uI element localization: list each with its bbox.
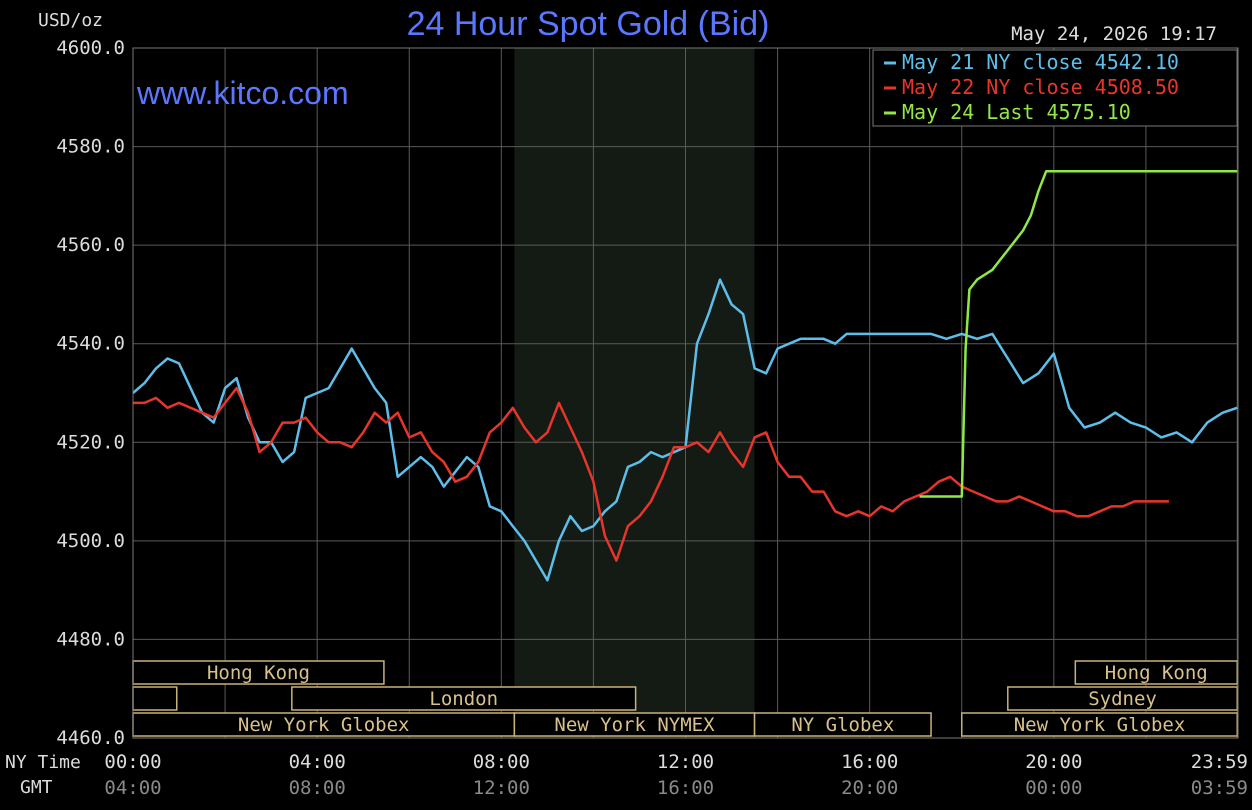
legend: May 21 NY close 4542.10 May 22 NY close … bbox=[872, 49, 1238, 127]
x-tick-label-gmt: 20:00 bbox=[841, 777, 898, 799]
session-bar bbox=[1074, 660, 1238, 685]
y-axis-unit-label: USD/oz bbox=[38, 10, 103, 31]
x-tick-label-gmt: 12:00 bbox=[473, 777, 530, 799]
x-tick-label-gmt: 00:00 bbox=[1025, 777, 1082, 799]
timestamp: May 24, 2026 19:17 bbox=[1011, 23, 1217, 45]
session-bar bbox=[961, 712, 1238, 737]
x-tick-label-ny: 16:00 bbox=[841, 751, 898, 773]
session-bars: Hong Kong London New York Globex New York N… bbox=[132, 660, 1238, 737]
session-label: Sydney bbox=[1088, 688, 1157, 710]
x-tick-label-ny: 20:00 bbox=[1025, 751, 1082, 773]
x-tick-label-gmt: 04:00 bbox=[104, 777, 161, 799]
session-bar bbox=[1007, 686, 1238, 711]
session-bar bbox=[753, 712, 932, 737]
session-label: Hong Kong bbox=[1105, 662, 1208, 684]
session-bar bbox=[132, 686, 178, 711]
plot-border bbox=[132, 47, 1239, 739]
y-tick-label: 4580.0 bbox=[56, 136, 125, 158]
x-tick-label-ny: 04:00 bbox=[289, 751, 346, 773]
x-row-label-gmt: GMT bbox=[20, 777, 53, 798]
session-bar bbox=[291, 686, 637, 711]
y-tick-label: 4560.0 bbox=[56, 234, 125, 256]
x-tick-labels: 00:00 04:00 04:00 08:00 08:00 12:00 12:00 16:00… bbox=[104, 751, 1248, 799]
legend-entry-0: May 21 NY close 4542.10 bbox=[902, 50, 1179, 74]
y-tick-label: 4600.0 bbox=[56, 37, 125, 59]
legend-box bbox=[872, 49, 1238, 127]
session-label: NY Globex bbox=[791, 714, 894, 736]
session-label: Hong Kong bbox=[207, 662, 310, 684]
series-line-0 bbox=[132, 278, 1238, 582]
x-tick-label-ny: 23:59 bbox=[1191, 751, 1248, 773]
y-tick-label: 4480.0 bbox=[56, 628, 125, 650]
session-label: New York NYMEX bbox=[554, 714, 715, 736]
x-tick-label-ny: 00:00 bbox=[104, 751, 161, 773]
session-label: New York Globex bbox=[238, 714, 410, 736]
session-label: New York Globex bbox=[1014, 714, 1186, 736]
y-tick-label: 4520.0 bbox=[56, 431, 125, 453]
y-tick-label: 4540.0 bbox=[56, 333, 125, 355]
x-tick-label-gmt: 03:59 bbox=[1191, 777, 1248, 799]
x-tick-label-ny: 08:00 bbox=[473, 751, 530, 773]
nymex-shaded-region bbox=[514, 48, 755, 738]
chart-title: 24 Hour Spot Gold (Bid) bbox=[407, 5, 770, 43]
x-tick-label-gmt: 08:00 bbox=[289, 777, 346, 799]
legend-entry-2: May 24 Last 4575.10 bbox=[902, 100, 1131, 124]
session-label: London bbox=[429, 688, 498, 710]
series-line-1 bbox=[133, 386, 1169, 562]
y-tick-labels: 4600.0 4580.0 4560.0 4540.0 4520.0 4500.0 4480… bbox=[56, 37, 125, 749]
series-line-2 bbox=[919, 169, 1238, 498]
y-tick-label: 4460.0 bbox=[56, 727, 125, 749]
y-tick-label: 4500.0 bbox=[56, 530, 125, 552]
legend-entry-1: May 22 NY close 4508.50 bbox=[902, 75, 1179, 99]
x-tick-label-gmt: 16:00 bbox=[657, 777, 714, 799]
x-tick-label-ny: 12:00 bbox=[657, 751, 714, 773]
series-lines bbox=[132, 169, 1238, 582]
x-row-label-ny: NY Time bbox=[5, 752, 81, 773]
watermark: www.kitco.com bbox=[136, 75, 349, 111]
